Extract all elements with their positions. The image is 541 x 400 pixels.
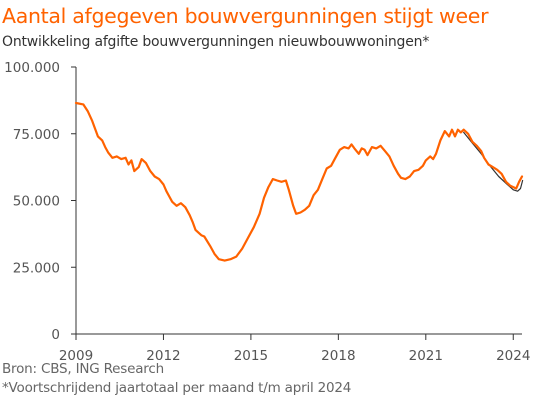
chart-subtitle: Ontwikkeling afgifte bouwvergunningen ni… [2, 34, 430, 50]
source-note: Bron: CBS, ING Research [2, 361, 164, 377]
y-tick-label: 25.000 [13, 260, 60, 276]
x-tick-label: 2024 [496, 348, 530, 364]
y-tick-label: 75.000 [13, 127, 60, 143]
y-tick-label: 100.000 [4, 60, 60, 76]
footnote: *Voortschrijdend jaartotaal per maand t/… [2, 380, 352, 396]
x-tick-label: 2018 [321, 348, 355, 364]
y-tick-label: 50.000 [13, 194, 60, 210]
x-tick-label: 2015 [234, 348, 268, 364]
y-tick-label: 0 [51, 327, 60, 343]
series-line-trend [463, 131, 524, 192]
chart-title: Aantal afgegeven bouwvergunningen stijgt… [2, 4, 489, 28]
x-tick-label: 2009 [59, 348, 93, 364]
x-tick-label: 2021 [409, 348, 443, 364]
series-line-permits [74, 101, 524, 262]
x-tick-label: 2012 [146, 348, 180, 364]
